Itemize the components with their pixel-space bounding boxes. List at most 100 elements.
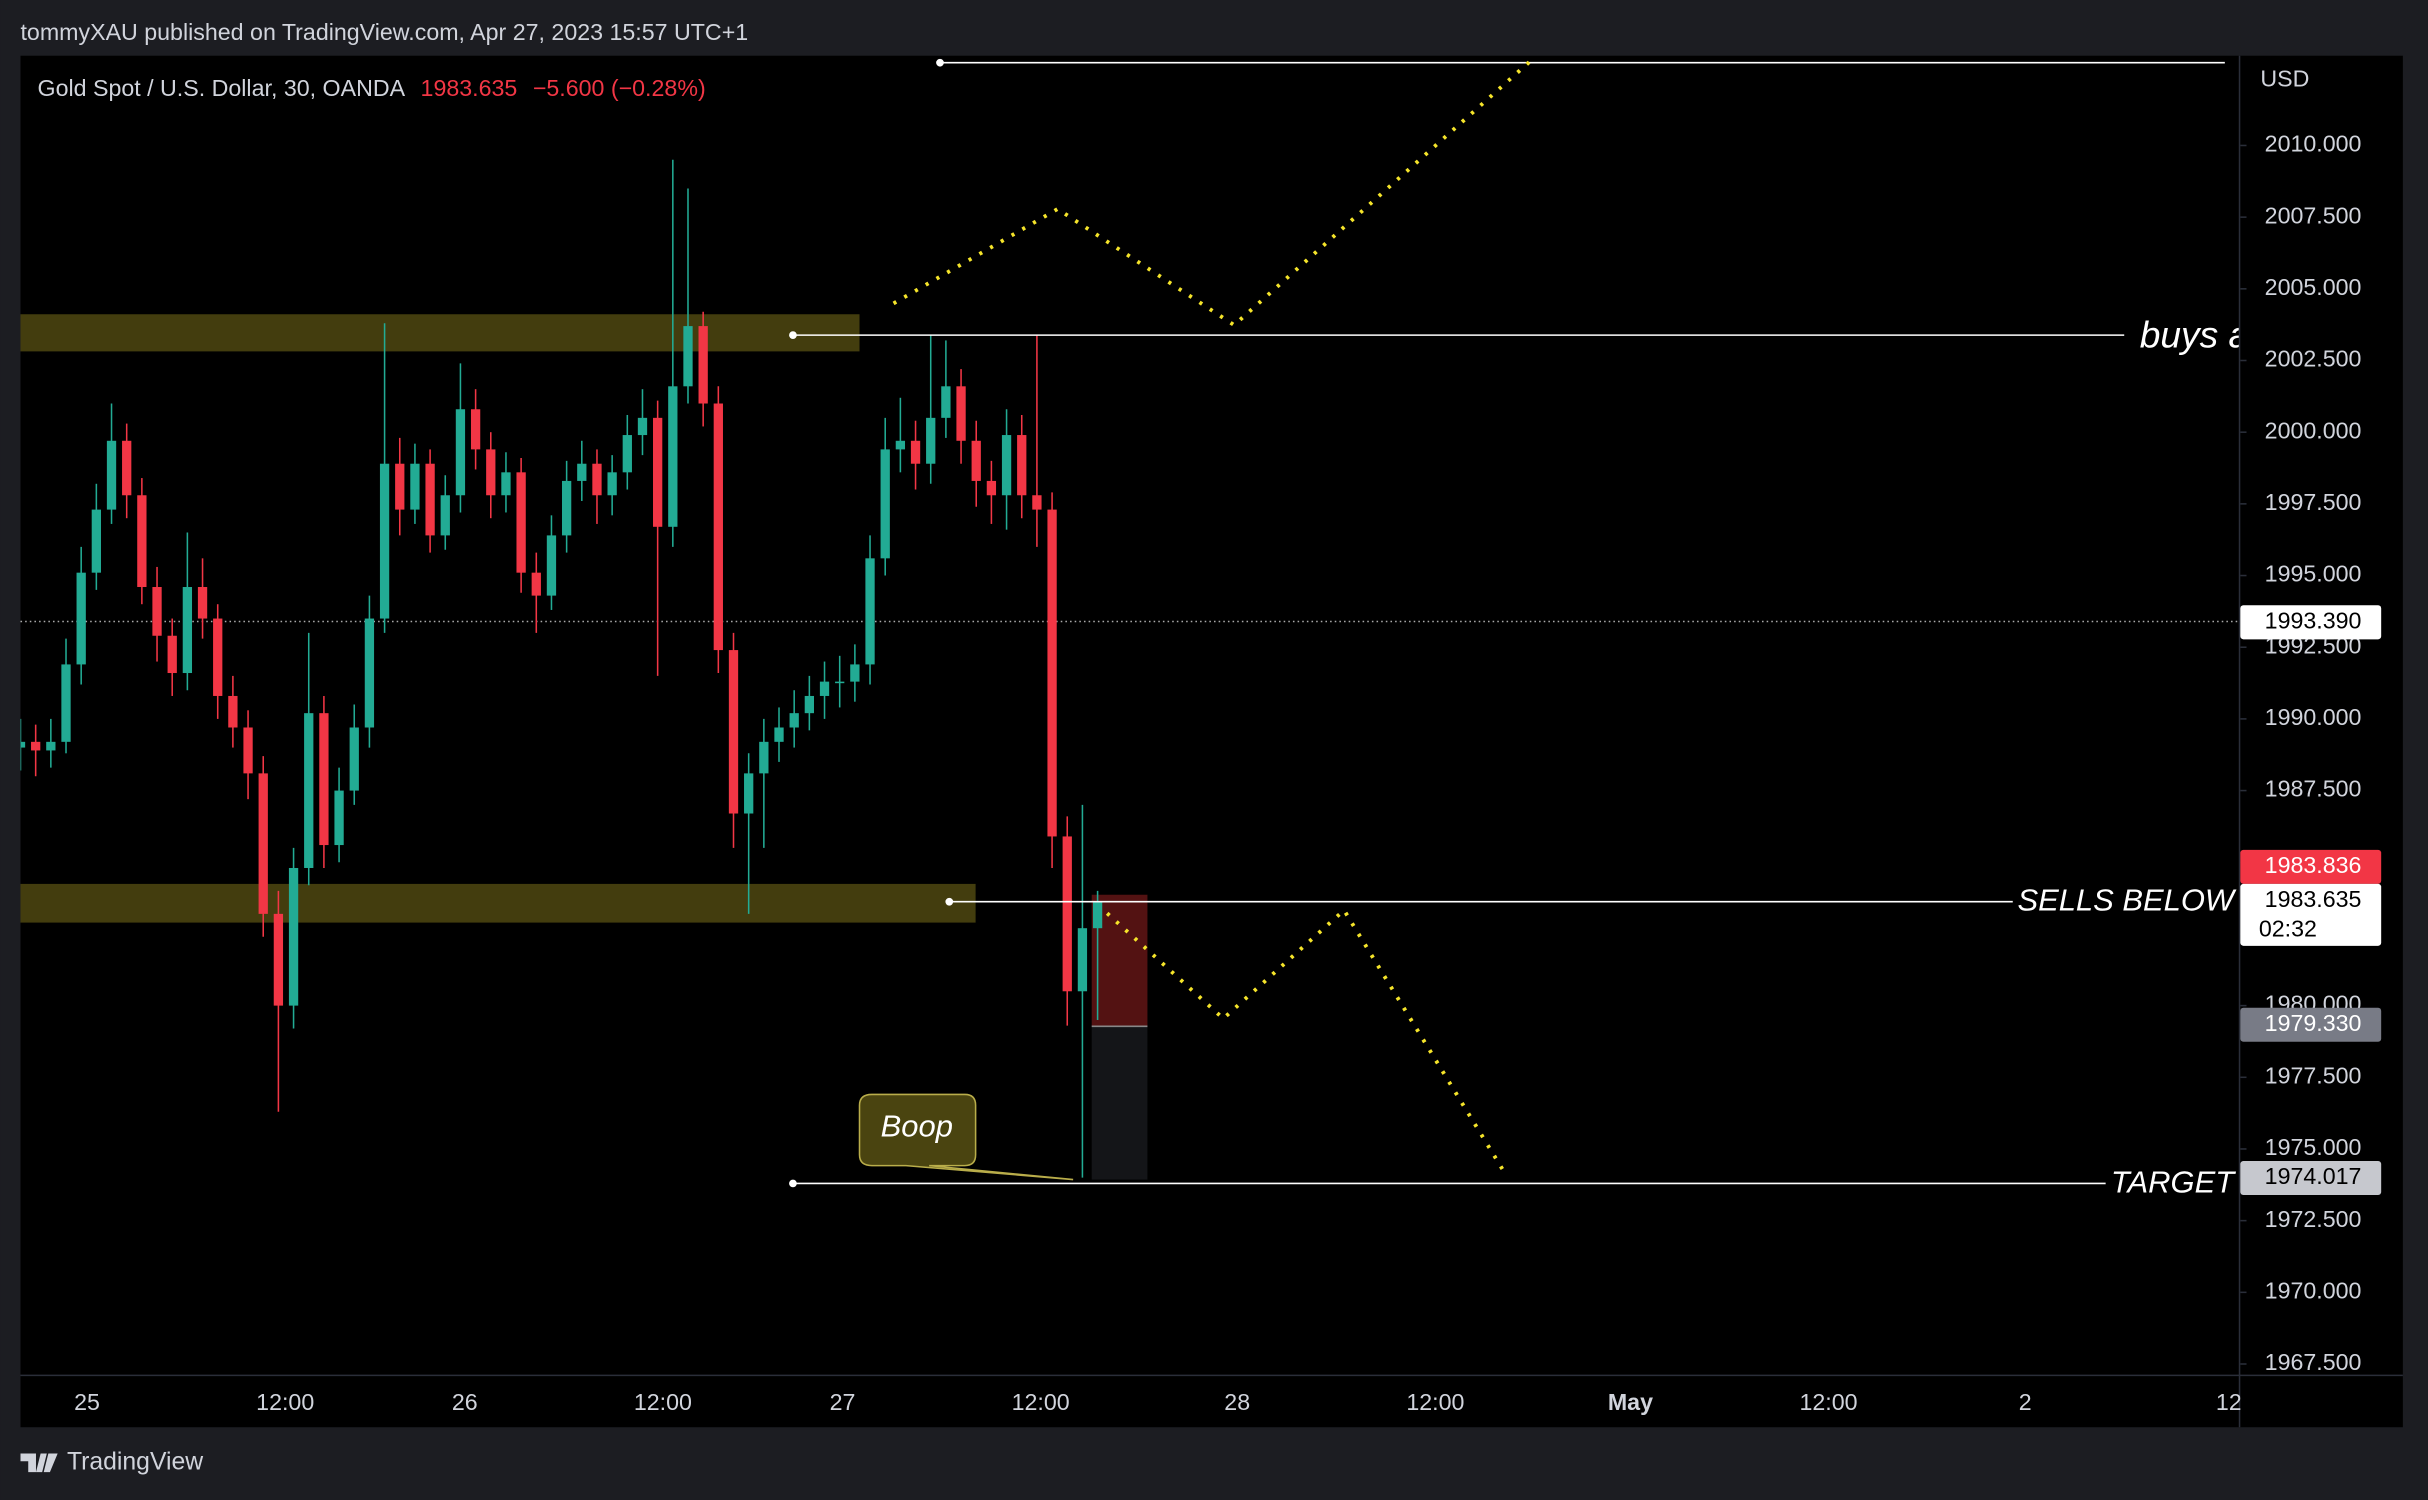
y-tick-label: 2000.000 xyxy=(2265,417,2362,443)
candle-body xyxy=(152,587,162,636)
y-tick-label: 1975.000 xyxy=(2265,1134,2362,1160)
candle-body xyxy=(319,713,329,846)
candle-body xyxy=(395,463,405,510)
price-label-text: 1983.635 xyxy=(2265,886,2362,912)
candle-body xyxy=(1017,435,1027,496)
candles xyxy=(20,159,1103,1178)
change: −5.600 (−0.28%) xyxy=(533,75,706,101)
candle-body xyxy=(106,440,117,510)
candle-body xyxy=(76,572,86,665)
x-tick-label: 12:00 xyxy=(2216,1389,2274,1415)
candle-body xyxy=(1077,928,1088,992)
candle-body xyxy=(516,472,526,573)
countdown: 02:32 xyxy=(2259,915,2317,941)
candle-body xyxy=(744,773,754,814)
price-label xyxy=(2240,1007,2382,1042)
candle-body xyxy=(1001,435,1012,496)
anchor xyxy=(945,897,954,906)
y-tick-label: 1972.500 xyxy=(2265,1206,2362,1232)
projection xyxy=(1105,907,1507,1175)
candle-body xyxy=(880,449,890,559)
price-label xyxy=(2240,883,2382,946)
candle-body xyxy=(622,435,632,473)
candle-body xyxy=(304,713,314,868)
candle-body xyxy=(819,681,830,696)
y-tick-label: 1997.500 xyxy=(2265,489,2362,515)
candle-body xyxy=(1062,836,1072,992)
x-tick-label: 26 xyxy=(452,1389,478,1415)
candle-body xyxy=(1092,902,1103,929)
candle-body xyxy=(228,695,238,728)
symbol: Gold Spot / U.S. Dollar, 30, OANDA xyxy=(38,75,406,101)
candle-body xyxy=(607,472,617,496)
x-tick-label: 12:00 xyxy=(256,1389,314,1415)
candle-body xyxy=(273,913,284,1006)
candle-body xyxy=(804,695,814,714)
price-label-text: 1979.330 xyxy=(2265,1010,2362,1036)
candle-body xyxy=(1032,495,1042,510)
price-label-text: 1983.836 xyxy=(2265,852,2362,878)
reward-zone xyxy=(1091,1026,1148,1180)
candle-body xyxy=(592,463,602,496)
candle-body xyxy=(865,558,875,665)
candle-body xyxy=(683,326,693,387)
x-tick-label: 12:00 xyxy=(634,1389,692,1415)
price-axis: 2010.000 2007.500 2005.000 2002.500 2000.000… xyxy=(2240,131,2362,1375)
candle-body xyxy=(425,463,435,536)
y-tick-label: 2005.000 xyxy=(2265,274,2362,300)
x-tick-label: 27 xyxy=(830,1389,856,1415)
x-tick-label: 12:00 xyxy=(1800,1389,1858,1415)
x-tick-label: 25 xyxy=(74,1389,100,1415)
logo-mark xyxy=(20,1453,58,1473)
candle-body xyxy=(197,587,208,619)
candle-body xyxy=(895,440,906,450)
candle-body xyxy=(728,650,739,814)
candle-body xyxy=(774,727,784,742)
y-tick-label: 1977.500 xyxy=(2265,1062,2362,1088)
candle-body xyxy=(850,664,860,682)
callout xyxy=(858,1093,1074,1181)
candle-body xyxy=(334,790,344,846)
candle-body xyxy=(440,495,450,536)
candle-body xyxy=(971,440,981,481)
y-tick-label: 1967.500 xyxy=(2265,1349,2362,1375)
candle-body xyxy=(910,440,921,464)
price-label xyxy=(2240,605,2382,640)
candle-body xyxy=(258,773,268,914)
zone xyxy=(20,314,860,352)
x-tick-label: 28 xyxy=(1224,1389,1250,1415)
annotation: SELLS BELOW xyxy=(2017,883,2236,918)
candle-body xyxy=(20,741,26,748)
y-tick-label: 1995.000 xyxy=(2265,561,2362,587)
anchor xyxy=(936,58,944,67)
candle-body xyxy=(926,417,936,464)
candle-body xyxy=(243,727,253,774)
time-axis: 25 12:00 26 12:00 27 12:00 28 12:00 May 12:00 2 12:… xyxy=(74,1389,2274,1415)
brand: TradingView xyxy=(67,1448,203,1475)
symbol-line: Gold Spot / U.S. Dollar, 30, OANDA 1983.6… xyxy=(38,75,706,101)
candle-body xyxy=(956,386,966,441)
candle-body xyxy=(789,713,799,728)
candle-body xyxy=(379,463,390,619)
candle-body xyxy=(288,867,299,1006)
candle-body xyxy=(986,480,997,496)
y-tick-label: 2007.500 xyxy=(2265,202,2362,228)
candle-body xyxy=(486,449,496,496)
candle-body xyxy=(470,409,481,450)
callout-text: Boop xyxy=(881,1109,953,1144)
candle-body xyxy=(61,664,71,742)
candle-body xyxy=(698,326,708,404)
y-tick-label: 1987.500 xyxy=(2265,776,2362,802)
candle-body xyxy=(835,681,845,684)
candle-body xyxy=(668,386,678,527)
x-tick-label: May xyxy=(1608,1389,1653,1415)
candle-body xyxy=(91,509,101,573)
candle-body xyxy=(455,409,466,496)
candle-body xyxy=(31,741,41,751)
x-tick-label: 2 xyxy=(2019,1389,2032,1415)
candle-body xyxy=(501,472,511,496)
candle-body xyxy=(759,741,769,774)
last-price: 1983.635 xyxy=(421,75,518,101)
